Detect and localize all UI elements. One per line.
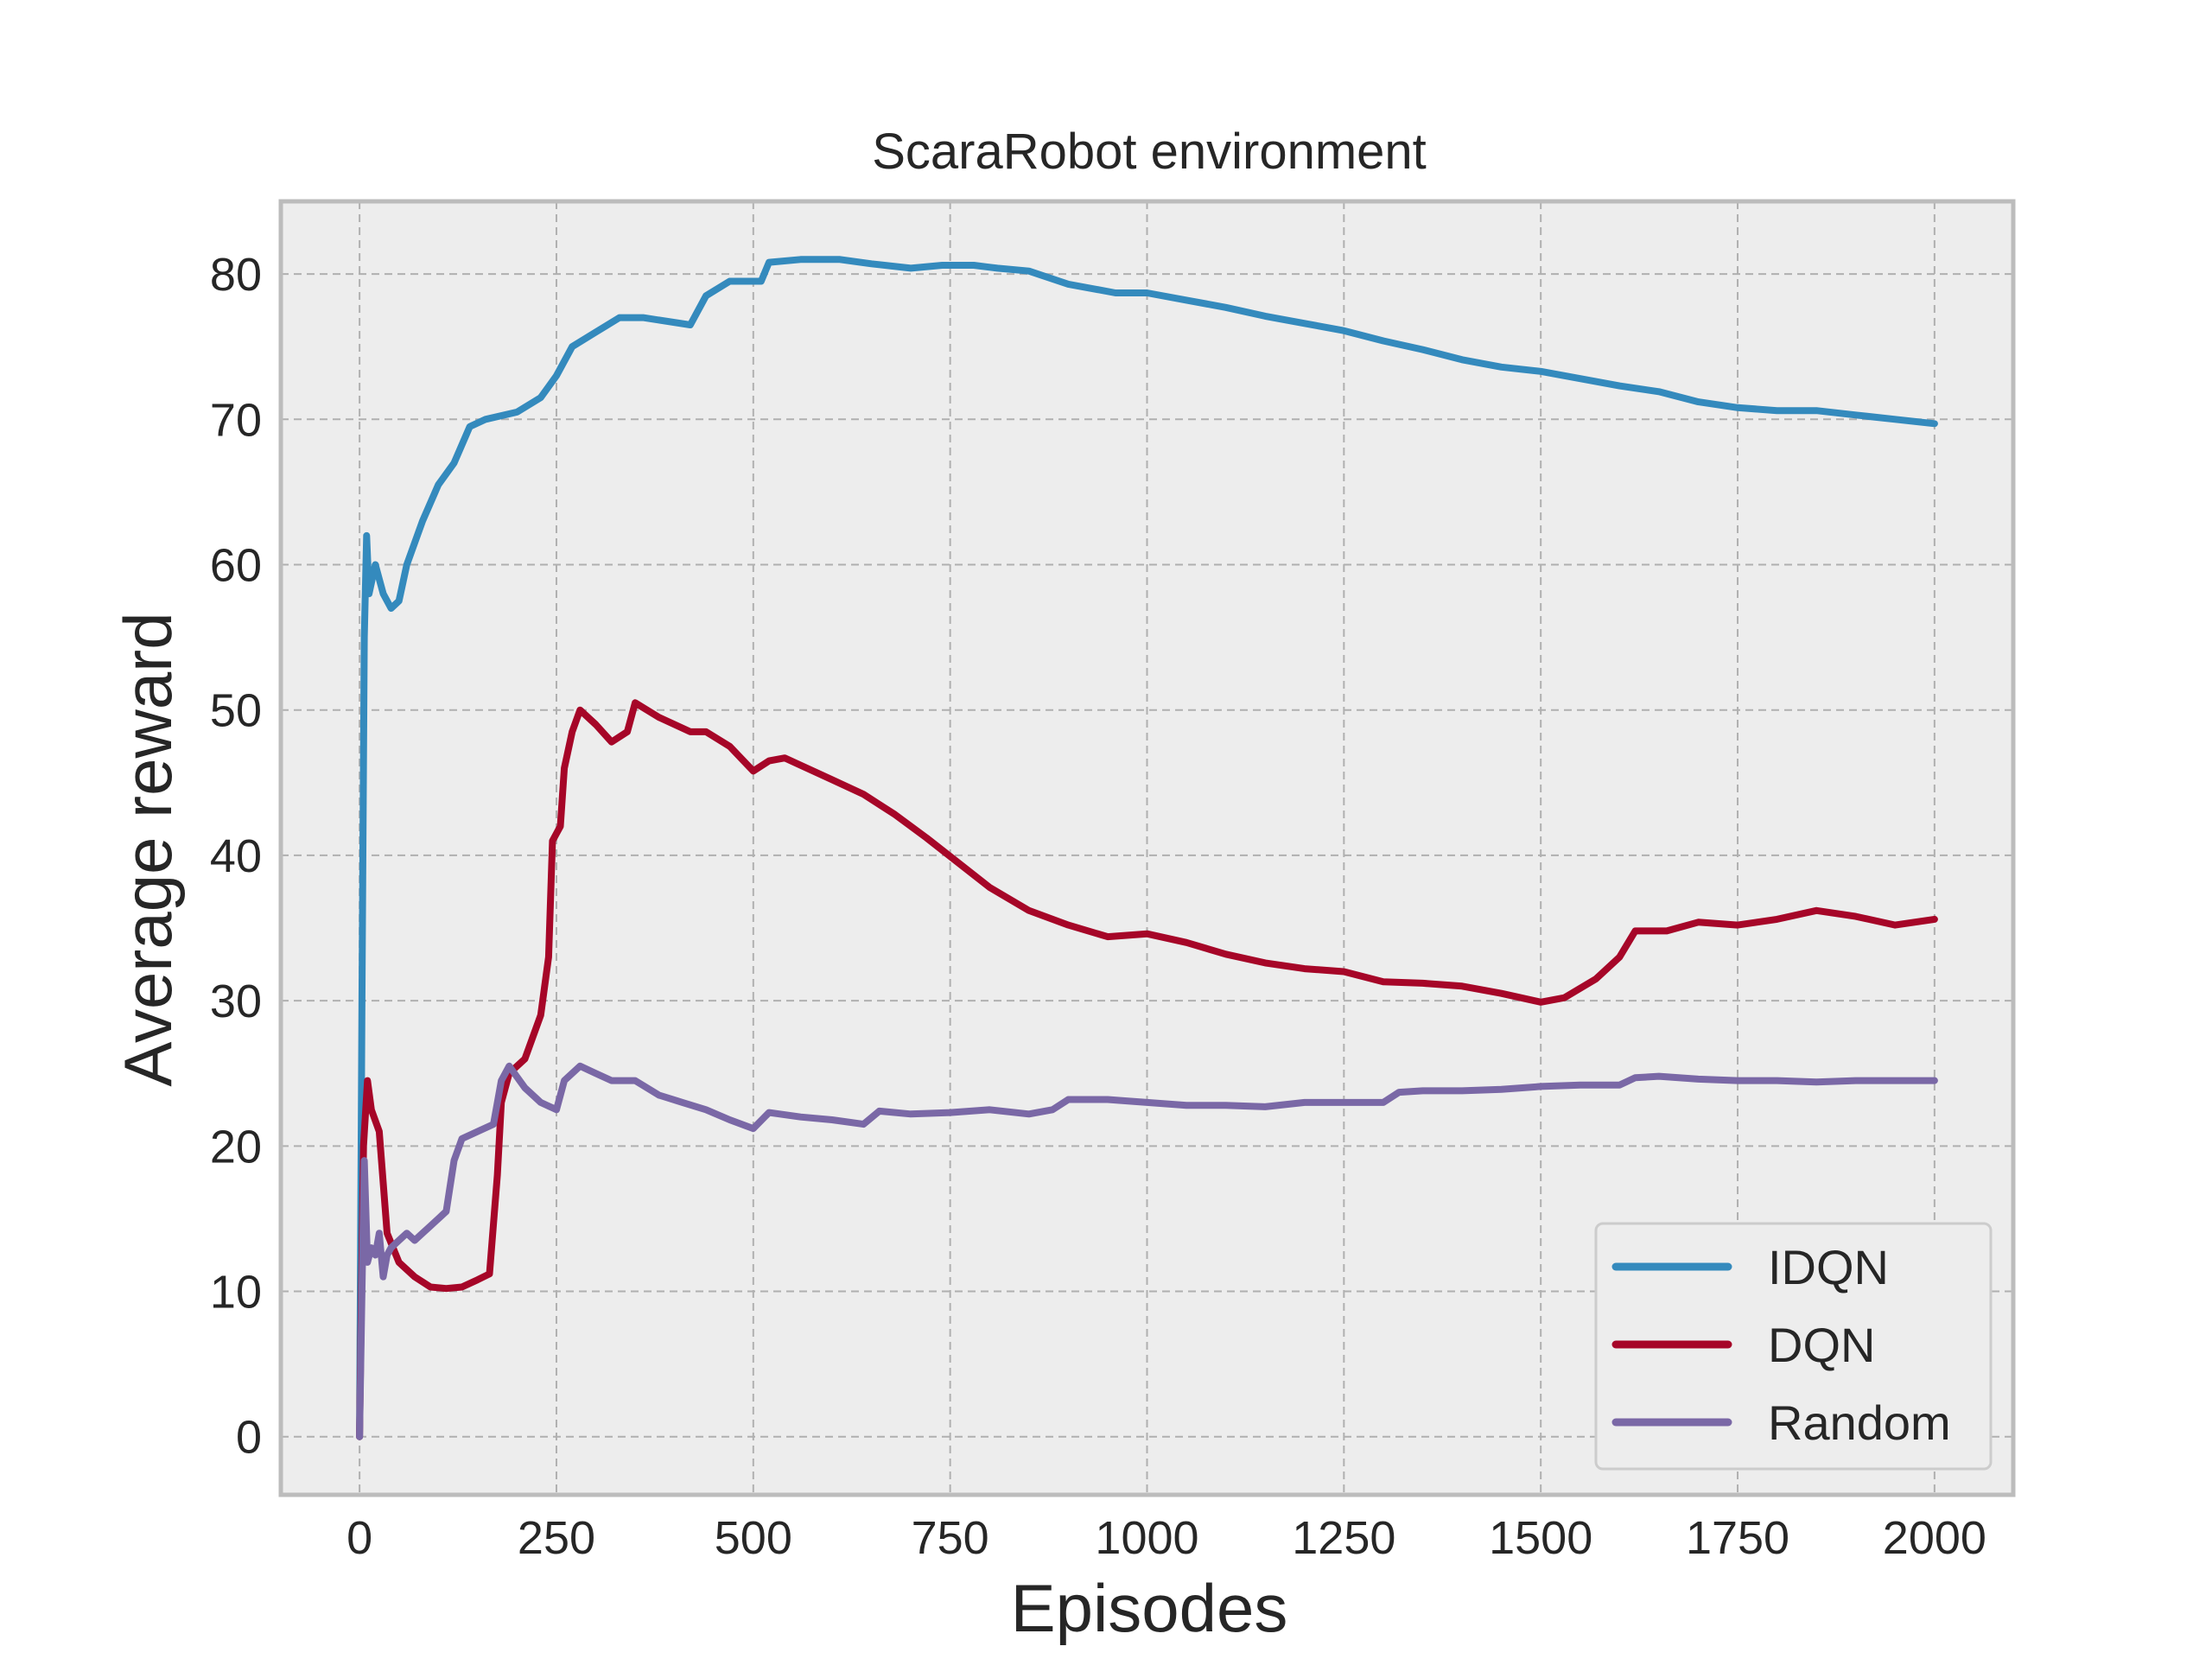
- y-tick-label: 0: [236, 1412, 262, 1464]
- series-line-dqn: [356, 699, 1938, 1440]
- series-lines: [356, 256, 1938, 1440]
- legend-label-random: Random: [1768, 1395, 1951, 1450]
- legend-label-dqn: DQN: [1768, 1318, 1875, 1372]
- x-tick-label: 1500: [1489, 1512, 1592, 1564]
- x-tick-label: 0: [346, 1512, 372, 1564]
- chart-title: ScaraRobot environment: [872, 124, 1427, 180]
- plot-frame: [278, 199, 2016, 1497]
- y-tick-label: 30: [210, 976, 262, 1027]
- x-axis-label: Episodes: [1011, 1570, 1288, 1646]
- y-tick-label: 20: [210, 1121, 262, 1173]
- x-tick-label: 1750: [1686, 1512, 1789, 1564]
- y-tick-label: 60: [210, 540, 262, 592]
- series-line-random: [356, 1062, 1938, 1440]
- legend-label-idqn: IDQN: [1768, 1240, 1889, 1294]
- y-tick-label: 70: [210, 394, 262, 446]
- y-tick-label: 50: [210, 685, 262, 737]
- x-tick-label: 2000: [1883, 1512, 1986, 1564]
- legend-box: [1594, 1222, 1993, 1471]
- legend: IDQN DQN Random: [1594, 1222, 1993, 1471]
- x-tick-label: 1000: [1095, 1512, 1198, 1564]
- y-tick-label: 10: [210, 1267, 262, 1319]
- y-tick-labels: 0 10 20 30 40 50 60 70 80: [210, 249, 262, 1464]
- x-tick-label: 1250: [1292, 1512, 1395, 1564]
- x-tick-label: 750: [912, 1512, 989, 1564]
- y-axis-label: Average reward: [110, 612, 186, 1086]
- y-tick-label: 80: [210, 249, 262, 301]
- x-tick-labels: 0 250 500 750 1000 1250 1500 1750 2000: [346, 1512, 1986, 1564]
- series-line-idqn: [356, 256, 1938, 1440]
- x-tick-label: 500: [715, 1512, 792, 1564]
- x-tick-label: 250: [518, 1512, 595, 1564]
- y-tick-label: 40: [210, 830, 262, 882]
